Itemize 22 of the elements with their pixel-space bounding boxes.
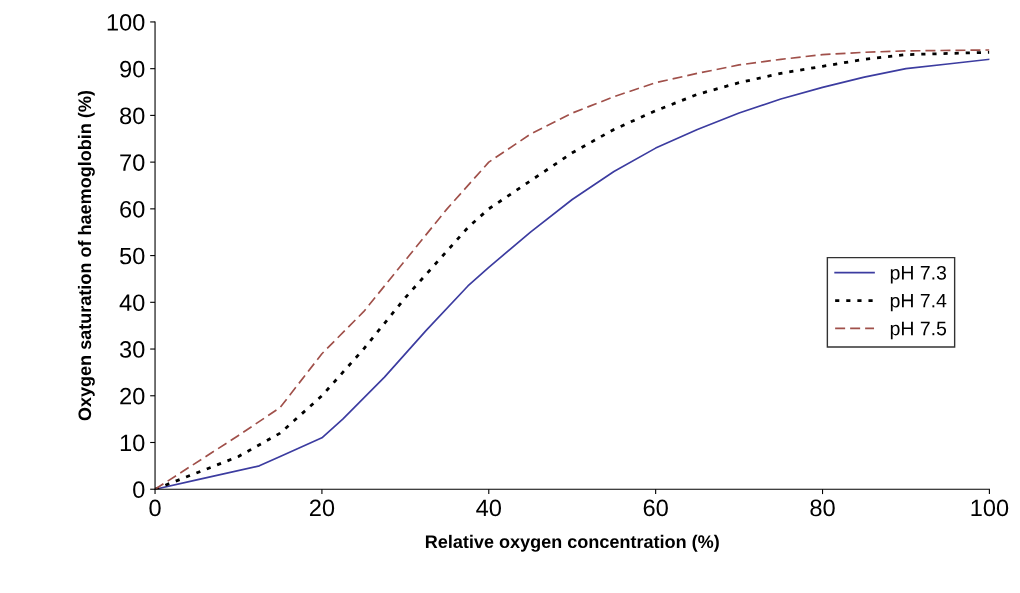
- y-tick-label: 50: [120, 247, 145, 265]
- y-tick-label: 60: [120, 200, 145, 218]
- y-tick-label: 40: [119, 294, 145, 312]
- x-tick-label: 80: [810, 499, 835, 517]
- x-tick-label: 100: [971, 499, 1009, 517]
- y-tick-label: 70: [120, 154, 145, 171]
- x-tick-label: 60: [643, 499, 668, 517]
- legend-label: pH 7.3: [890, 265, 947, 284]
- y-tick-label: 90: [120, 60, 145, 78]
- y-tick-label: 100: [107, 14, 145, 31]
- x-tick-label: 0: [149, 499, 161, 517]
- x-axis-title: Relative oxygen concentration (%): [425, 534, 719, 552]
- y-axis-title: Oxygen saturation of haemoglobin (%): [77, 90, 95, 421]
- y-tick-label: 20: [120, 387, 145, 405]
- x-tick-label: 40: [476, 499, 501, 517]
- y-tick-label: 80: [120, 107, 145, 125]
- y-tick-label: 0: [133, 481, 145, 499]
- legend-label: pH 7.5: [890, 321, 947, 340]
- x-tick-label: 20: [309, 499, 335, 517]
- y-tick-label: 30: [119, 341, 145, 358]
- y-tick-label: 10: [120, 434, 145, 452]
- legend-label: pH 7.4: [890, 293, 947, 312]
